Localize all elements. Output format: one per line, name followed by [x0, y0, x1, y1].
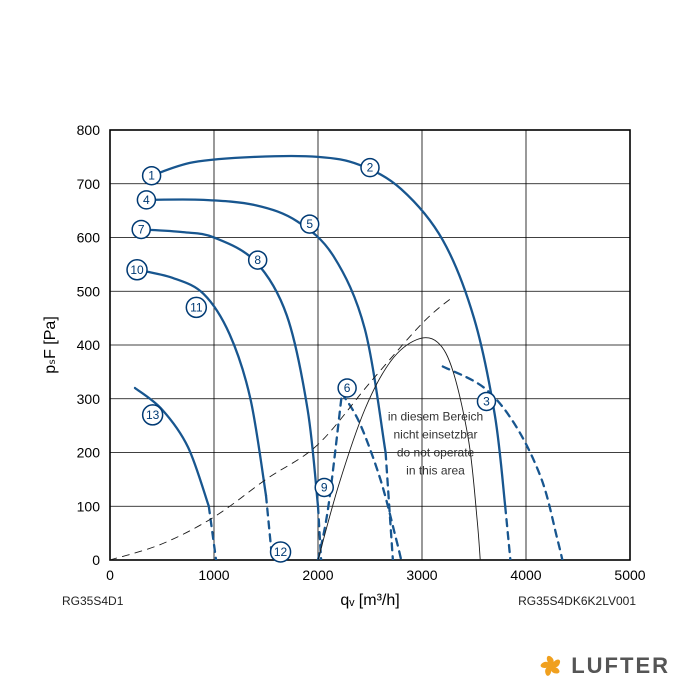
svg-text:2000: 2000	[302, 567, 333, 583]
svg-text:0: 0	[106, 567, 114, 583]
svg-text:3000: 3000	[406, 567, 437, 583]
svg-text:0: 0	[92, 552, 100, 568]
svg-text:4000: 4000	[510, 567, 541, 583]
svg-text:9: 9	[321, 480, 328, 494]
svg-text:700: 700	[77, 176, 101, 192]
svg-text:2: 2	[367, 161, 374, 175]
svg-text:5: 5	[306, 217, 313, 231]
svg-text:7: 7	[138, 222, 145, 236]
svg-text:10: 10	[130, 263, 144, 277]
fan-curve-chart: 0 1000 2000 3000 4000 5000 0 100 200 300 400 500 600…	[0, 0, 700, 625]
svg-text:4: 4	[143, 193, 150, 207]
svg-text:in this area: in this area	[406, 463, 465, 477]
svg-text:12: 12	[274, 545, 288, 559]
svg-text:3: 3	[483, 394, 490, 408]
fan-icon	[537, 652, 565, 680]
svg-text:nicht einsetzbar: nicht einsetzbar	[393, 427, 477, 441]
svg-text:1: 1	[148, 169, 155, 183]
svg-text:11: 11	[190, 300, 203, 314]
svg-text:800: 800	[77, 122, 101, 138]
svg-text:qᵥ [m³/h]: qᵥ [m³/h]	[340, 592, 399, 609]
svg-text:300: 300	[77, 391, 101, 407]
svg-text:1000: 1000	[198, 567, 229, 583]
svg-text:500: 500	[77, 283, 101, 299]
svg-text:13: 13	[146, 408, 160, 422]
brand-text: LUFTER	[571, 653, 670, 679]
svg-text:do not operate: do not operate	[397, 445, 475, 459]
svg-text:200: 200	[77, 445, 101, 461]
svg-text:pₛF [Pa]: pₛF [Pa]	[42, 316, 59, 374]
svg-text:6: 6	[344, 381, 351, 395]
svg-text:100: 100	[77, 498, 101, 514]
svg-text:RG35S4DK6K2LV001: RG35S4DK6K2LV001	[518, 594, 636, 608]
svg-text:5000: 5000	[614, 567, 645, 583]
svg-text:8: 8	[254, 253, 261, 267]
brand-logo: LUFTER	[537, 652, 670, 680]
svg-text:in diesem Bereich: in diesem Bereich	[388, 409, 483, 423]
svg-text:400: 400	[77, 337, 101, 353]
svg-text:RG35S4D1: RG35S4D1	[62, 594, 124, 608]
svg-text:600: 600	[77, 230, 101, 246]
